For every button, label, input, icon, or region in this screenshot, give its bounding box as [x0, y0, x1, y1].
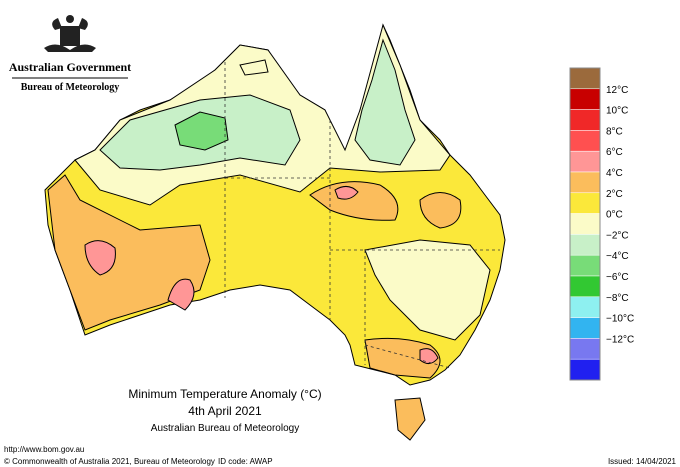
legend-label: 6°C: [606, 147, 623, 158]
legend-swatch: [569, 109, 601, 131]
legend-swatch: [569, 254, 601, 277]
legend-label: −8°C: [606, 293, 629, 304]
legend-border: [569, 67, 601, 381]
map-source: Australian Bureau of Meteorology: [151, 423, 299, 434]
legend-swatch: [569, 296, 601, 318]
legend-label: −2°C: [606, 230, 629, 241]
legend-swatch: [569, 67, 601, 90]
legend-label: −12°C: [606, 334, 634, 345]
footer-issued: Issued: 14/04/2021: [608, 457, 677, 466]
footer-copyright: © Commonwealth of Australia 2021, Bureau…: [4, 457, 215, 466]
coat-of-arms: [44, 15, 96, 52]
legend-label: 10°C: [606, 106, 628, 117]
legend-swatch: [569, 358, 601, 381]
legend-swatch: [569, 213, 601, 235]
legend-label: 8°C: [606, 126, 623, 137]
legend-label: 12°C: [606, 85, 628, 96]
legend-swatch: [569, 88, 601, 110]
legend-label: −4°C: [606, 251, 629, 262]
footer-url: http://www.bom.gov.au: [4, 445, 84, 454]
map-title: Minimum Temperature Anomaly (°C): [128, 387, 321, 401]
legend-swatch: [569, 192, 601, 214]
legend-label: 0°C: [606, 210, 623, 221]
legend-swatch: [569, 317, 601, 339]
legend-label: −6°C: [606, 272, 629, 283]
legend-swatch: [569, 150, 601, 173]
australia-map: [44, 23, 506, 441]
legend-swatch: [569, 338, 601, 360]
gov-title: Australian Government: [9, 60, 131, 74]
footer-id: ID code: AWAP: [218, 457, 273, 466]
legend-swatch: [569, 171, 601, 194]
map-date: 4th April 2021: [188, 404, 262, 418]
legend-swatch: [569, 130, 601, 152]
legend-swatch: [569, 275, 601, 298]
legend-label: −10°C: [606, 314, 634, 325]
bureau-title: Bureau of Meteorology: [21, 82, 120, 93]
legend-label: 2°C: [606, 189, 623, 200]
legend-swatch: [569, 234, 601, 256]
legend-label: 4°C: [606, 168, 623, 179]
legend: 12°C 10°C 8°C 6°C 4°C 2°C 0°C −2°C −4°C −6°C −8°C −…: [569, 67, 634, 381]
